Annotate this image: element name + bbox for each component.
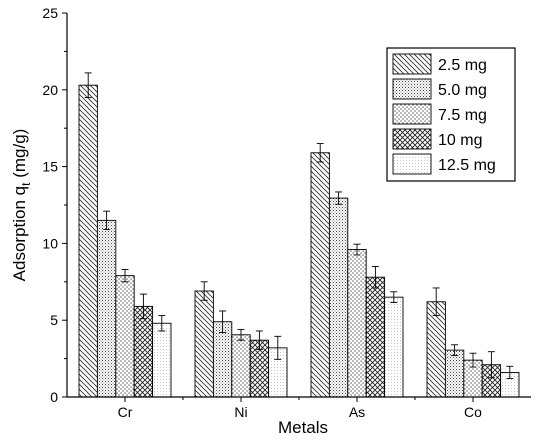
bar bbox=[365, 276, 386, 398]
legend-label: 5.0 mg bbox=[438, 82, 487, 99]
y-axis-title-unit: (mg/g) bbox=[10, 129, 29, 183]
bar bbox=[212, 321, 233, 398]
error-bar bbox=[371, 265, 379, 289]
bar bbox=[426, 301, 446, 398]
legend-item: 7.5 mg bbox=[392, 103, 487, 125]
bar bbox=[194, 290, 214, 398]
bar bbox=[231, 334, 251, 398]
x-tick-label: As bbox=[349, 404, 365, 420]
error-bar bbox=[274, 335, 282, 360]
error-bar bbox=[237, 328, 245, 341]
error-bar bbox=[487, 351, 495, 379]
plot-area bbox=[78, 72, 520, 398]
bar bbox=[78, 84, 98, 398]
error-bar bbox=[200, 281, 208, 301]
bar bbox=[310, 152, 330, 398]
error-bar bbox=[219, 310, 227, 333]
error-bar bbox=[469, 352, 477, 368]
legend-item: 5.0 mg bbox=[392, 78, 487, 100]
legend-swatch bbox=[392, 78, 432, 100]
error-bar bbox=[158, 315, 166, 332]
x-axis-title: Metals bbox=[278, 418, 328, 437]
x-ticks: Cr Ni As Co bbox=[118, 397, 482, 420]
legend-swatch bbox=[392, 153, 432, 175]
bar bbox=[96, 219, 117, 398]
bar bbox=[115, 275, 135, 398]
error-bar bbox=[139, 293, 147, 320]
axes: 0 5 10 15 20 25 Cr Ni As Co bbox=[42, 5, 531, 420]
error-bar bbox=[121, 269, 129, 283]
x-tick-label: Co bbox=[464, 404, 482, 420]
error-bar bbox=[84, 72, 92, 98]
bar bbox=[328, 197, 349, 398]
bar bbox=[444, 349, 465, 398]
y-ticks: 0 5 10 15 20 25 bbox=[42, 5, 67, 405]
error-bar bbox=[103, 210, 111, 231]
legend-swatch bbox=[392, 53, 432, 75]
legend-item: 10 mg bbox=[392, 128, 482, 150]
x-tick-label: Cr bbox=[118, 404, 133, 420]
error-bar bbox=[390, 291, 398, 303]
y-tick-label: 5 bbox=[50, 312, 58, 328]
y-tick-label: 15 bbox=[42, 159, 58, 175]
error-bar bbox=[432, 287, 440, 317]
y-axis-title-main: Adsorption q bbox=[10, 186, 29, 281]
legend-label: 10 mg bbox=[438, 132, 482, 149]
y-axis-title: Adsorption qt (mg/g) bbox=[10, 129, 33, 282]
error-bar bbox=[353, 243, 361, 256]
legend-item: 12.5 mg bbox=[392, 153, 496, 175]
legend: 2.5 mg 5.0 mg 7.5 mg 10 mg 12.5 mg bbox=[386, 47, 516, 182]
y-tick-label: 20 bbox=[42, 82, 58, 98]
error-bar bbox=[316, 143, 324, 163]
bar bbox=[152, 322, 172, 398]
bar bbox=[384, 296, 404, 398]
error-bar bbox=[255, 330, 263, 350]
legend-label: 2.5 mg bbox=[438, 57, 487, 74]
legend-swatch bbox=[392, 128, 432, 150]
legend-label: 12.5 mg bbox=[438, 157, 496, 174]
legend-label: 7.5 mg bbox=[438, 107, 487, 124]
y-axis-title-subscript: t bbox=[19, 182, 33, 186]
y-tick-label: 10 bbox=[42, 235, 58, 251]
legend-item: 2.5 mg bbox=[392, 53, 487, 75]
error-bar bbox=[451, 344, 459, 356]
bar bbox=[347, 249, 367, 398]
error-bar bbox=[335, 191, 343, 205]
bar bbox=[133, 305, 154, 398]
error-bar bbox=[506, 365, 514, 380]
x-tick-label: Ni bbox=[234, 404, 247, 420]
legend-swatch bbox=[392, 103, 432, 125]
y-tick-label: 0 bbox=[50, 389, 58, 405]
y-tick-label: 25 bbox=[42, 5, 58, 21]
